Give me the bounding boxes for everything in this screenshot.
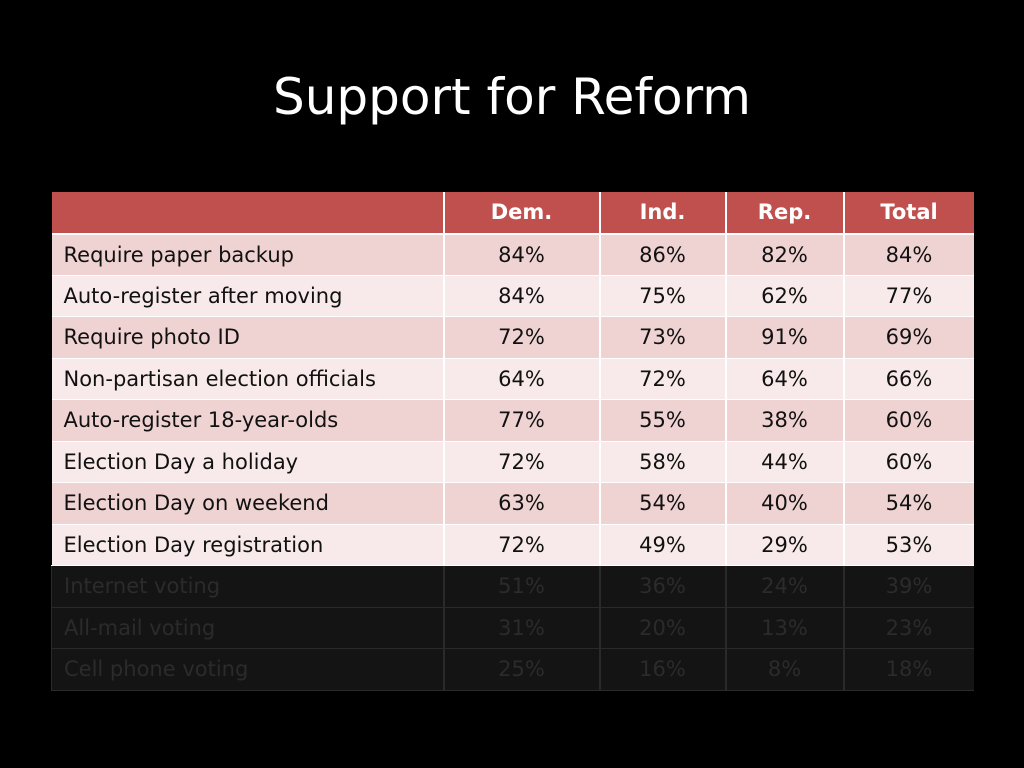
cell-dem: 72%	[443, 524, 601, 566]
cell-ind: 49%	[599, 524, 727, 566]
cell-rep: 13%	[725, 607, 845, 649]
cell-total: 66%	[843, 358, 974, 400]
row-label: Internet voting	[51, 565, 445, 608]
cell-total: 69%	[843, 316, 974, 359]
table-row-dimmed: Internet voting 51% 36% 24% 39%	[51, 565, 974, 608]
cell-dem: 64%	[443, 358, 601, 400]
row-label: Require paper backup	[51, 233, 445, 276]
cell-ind: 58%	[599, 441, 727, 483]
cell-total: 39%	[843, 565, 974, 608]
header-label-column	[51, 192, 445, 235]
row-label: Auto-register 18-year-olds	[51, 399, 445, 442]
cell-rep: 29%	[725, 524, 845, 566]
header-rep: Rep.	[725, 192, 845, 235]
cell-rep: 24%	[725, 565, 845, 608]
cell-rep: 38%	[725, 399, 845, 442]
cell-ind: 20%	[599, 607, 727, 649]
table-row: Election Day on weekend 63% 54% 40% 54%	[51, 482, 974, 525]
cell-total: 53%	[843, 524, 974, 566]
cell-total: 77%	[843, 275, 974, 317]
table-row: Require paper backup 84% 86% 82% 84%	[51, 233, 974, 276]
cell-rep: 44%	[725, 441, 845, 483]
cell-dem: 51%	[443, 565, 601, 608]
cell-total: 18%	[843, 648, 974, 691]
cell-total: 84%	[843, 233, 974, 276]
row-label: Auto-register after moving	[51, 275, 445, 317]
cell-rep: 40%	[725, 482, 845, 525]
cell-total: 60%	[843, 399, 974, 442]
table-row: Election Day registration 72% 49% 29% 53…	[51, 524, 974, 566]
header-total: Total	[843, 192, 974, 235]
cell-dem: 84%	[443, 233, 601, 276]
table-row: Auto-register after moving 84% 75% 62% 7…	[51, 275, 974, 317]
row-label: Election Day a holiday	[51, 441, 445, 483]
cell-rep: 91%	[725, 316, 845, 359]
table-row: Require photo ID 72% 73% 91% 69%	[51, 316, 974, 359]
table-row-dimmed: All-mail voting 31% 20% 13% 23%	[51, 607, 974, 649]
slide-title: Support for Reform	[272, 68, 752, 126]
cell-dem: 72%	[443, 316, 601, 359]
cell-rep: 8%	[725, 648, 845, 691]
cell-rep: 62%	[725, 275, 845, 317]
table-row: Election Day a holiday 72% 58% 44% 60%	[51, 441, 974, 483]
row-label: Election Day registration	[51, 524, 445, 566]
cell-total: 23%	[843, 607, 974, 649]
header-ind: Ind.	[599, 192, 727, 235]
cell-dem: 63%	[443, 482, 601, 525]
cell-rep: 82%	[725, 233, 845, 276]
header-dem: Dem.	[443, 192, 601, 235]
support-table: Dem. Ind. Rep. Total Require paper backu…	[51, 192, 974, 691]
cell-ind: 86%	[599, 233, 727, 276]
row-label: Require photo ID	[51, 316, 445, 359]
table-row: Non-partisan election officials 64% 72% …	[51, 358, 974, 400]
cell-dem: 84%	[443, 275, 601, 317]
row-label: All-mail voting	[51, 607, 445, 649]
table-row-dimmed: Cell phone voting 25% 16% 8% 18%	[51, 648, 974, 691]
cell-ind: 72%	[599, 358, 727, 400]
cell-ind: 16%	[599, 648, 727, 691]
table-header-row: Dem. Ind. Rep. Total	[51, 192, 974, 235]
cell-dem: 77%	[443, 399, 601, 442]
row-label: Cell phone voting	[51, 648, 445, 691]
cell-dem: 31%	[443, 607, 601, 649]
cell-total: 54%	[843, 482, 974, 525]
cell-ind: 73%	[599, 316, 727, 359]
cell-dem: 25%	[443, 648, 601, 691]
row-label: Non-partisan election officials	[51, 358, 445, 400]
cell-ind: 75%	[599, 275, 727, 317]
table-row: Auto-register 18-year-olds 77% 55% 38% 6…	[51, 399, 974, 442]
row-label: Election Day on weekend	[51, 482, 445, 525]
cell-total: 60%	[843, 441, 974, 483]
cell-ind: 55%	[599, 399, 727, 442]
cell-ind: 36%	[599, 565, 727, 608]
cell-rep: 64%	[725, 358, 845, 400]
cell-ind: 54%	[599, 482, 727, 525]
cell-dem: 72%	[443, 441, 601, 483]
